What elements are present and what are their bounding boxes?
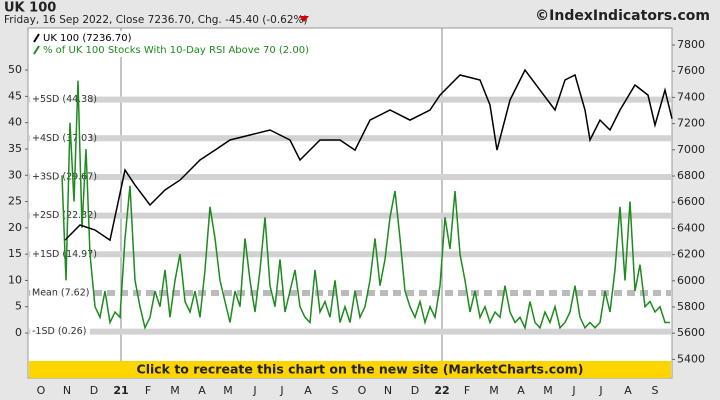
x-tick-label: O bbox=[37, 384, 46, 397]
y-tick-label: 5 bbox=[15, 300, 22, 313]
sd-label-bg bbox=[30, 286, 90, 299]
x-tick-label: M bbox=[489, 384, 499, 397]
x-tick-label: S bbox=[652, 384, 659, 397]
x-tick-label: J bbox=[598, 384, 602, 397]
sd-label-bg bbox=[30, 325, 90, 338]
y2-tick-label: 5400 bbox=[677, 352, 705, 365]
y-tick-label: 35 bbox=[8, 142, 22, 155]
y2-tick-label: 6400 bbox=[677, 221, 705, 234]
banner-text[interactable]: Click to recreate this chart on the new … bbox=[137, 362, 584, 377]
series bbox=[61, 68, 673, 331]
legend-swatch bbox=[33, 45, 40, 55]
sd-label-bg bbox=[30, 93, 90, 106]
legend: UK 100 (7236.70)% of UK 100 Stocks With … bbox=[31, 31, 309, 57]
x-tick-label: 21 bbox=[113, 384, 128, 397]
y-tick-label: 50 bbox=[8, 63, 22, 76]
x-tick-label: F bbox=[145, 384, 151, 397]
sd-label: +5SD (44.38) bbox=[32, 94, 97, 105]
legend-swatch bbox=[33, 33, 40, 43]
x-tick-label: M bbox=[170, 384, 180, 397]
sd-label: +4SD (37.03) bbox=[32, 133, 97, 144]
sd-label: -1SD (0.26) bbox=[32, 326, 86, 337]
y2-tick-label: 7400 bbox=[677, 90, 705, 103]
x-tick-label: D bbox=[90, 384, 98, 397]
banner-box[interactable] bbox=[29, 361, 671, 378]
x-tick-label: N bbox=[63, 384, 71, 397]
y-tick-label: 45 bbox=[8, 89, 22, 102]
y-tick-label: 25 bbox=[8, 195, 22, 208]
y2-tick-label: 5600 bbox=[677, 326, 705, 339]
series-line bbox=[64, 68, 673, 242]
x-tick-label: J bbox=[571, 384, 575, 397]
y-tick-label: 40 bbox=[8, 116, 22, 129]
y2-tick-label: 6600 bbox=[677, 195, 705, 208]
y2-tick-label: 6000 bbox=[677, 274, 705, 287]
x-tick-label: D bbox=[411, 384, 419, 397]
x-tick-label: A bbox=[198, 384, 206, 397]
y2-tick-label: 7600 bbox=[677, 64, 705, 77]
x-tick-label: J bbox=[279, 384, 283, 397]
x-tick-label: O bbox=[358, 384, 367, 397]
x-tick-label: N bbox=[384, 384, 392, 397]
y2-tick-label: 7000 bbox=[677, 143, 705, 156]
down-arrow bbox=[299, 16, 309, 22]
x-tick-label: A bbox=[517, 384, 525, 397]
legend-label: % of UK 100 Stocks With 10-Day RSI Above… bbox=[43, 45, 309, 56]
sd-label-bg bbox=[30, 132, 90, 145]
y2-tick-label: 7800 bbox=[677, 38, 705, 51]
sd-label: +3SD (29.67) bbox=[32, 171, 97, 182]
x-tick-label: A bbox=[624, 384, 632, 397]
sd-label: Mean (7.62) bbox=[32, 287, 89, 298]
sd-label-bg bbox=[30, 248, 90, 261]
y-tick-label: 0 bbox=[15, 326, 22, 339]
y2-tick-label: 6800 bbox=[677, 169, 705, 182]
x-tick-label: F bbox=[464, 384, 470, 397]
y-tick-label: 15 bbox=[8, 247, 22, 260]
y2-tick-label: 6200 bbox=[677, 248, 705, 261]
grid: 0 5 10 15 20 25 30 35 40 45 50 5400 5600 5800 6000 6200… bbox=[8, 28, 705, 397]
y-tick-label: 30 bbox=[8, 168, 22, 181]
legend-label: UK 100 (7236.70) bbox=[43, 33, 132, 44]
chart-subtitle: Friday, 16 Sep 2022, Close 7236.70, Chg.… bbox=[4, 14, 308, 26]
source: ©IndexIndicators.com bbox=[535, 8, 710, 24]
y2-tick-label: 7200 bbox=[677, 117, 705, 130]
y2-tick-label: 5800 bbox=[677, 300, 705, 313]
sd-label-bg bbox=[30, 209, 90, 222]
legend-box bbox=[31, 31, 301, 57]
plot-area bbox=[27, 27, 673, 379]
y-tick-label: 10 bbox=[8, 273, 22, 286]
y-tick-label: 20 bbox=[8, 221, 22, 234]
x-tick-label: 22 bbox=[434, 384, 449, 397]
x-tick-label: M bbox=[543, 384, 553, 397]
series-line bbox=[61, 80, 670, 331]
x-tick-label: A bbox=[304, 384, 312, 397]
x-tick-label: J bbox=[252, 384, 256, 397]
x-tick-label: M bbox=[223, 384, 233, 397]
sd-label: +2SD (22.32) bbox=[32, 210, 97, 221]
chart-title: UK 100 bbox=[4, 1, 56, 16]
x-tick-label: S bbox=[332, 384, 339, 397]
